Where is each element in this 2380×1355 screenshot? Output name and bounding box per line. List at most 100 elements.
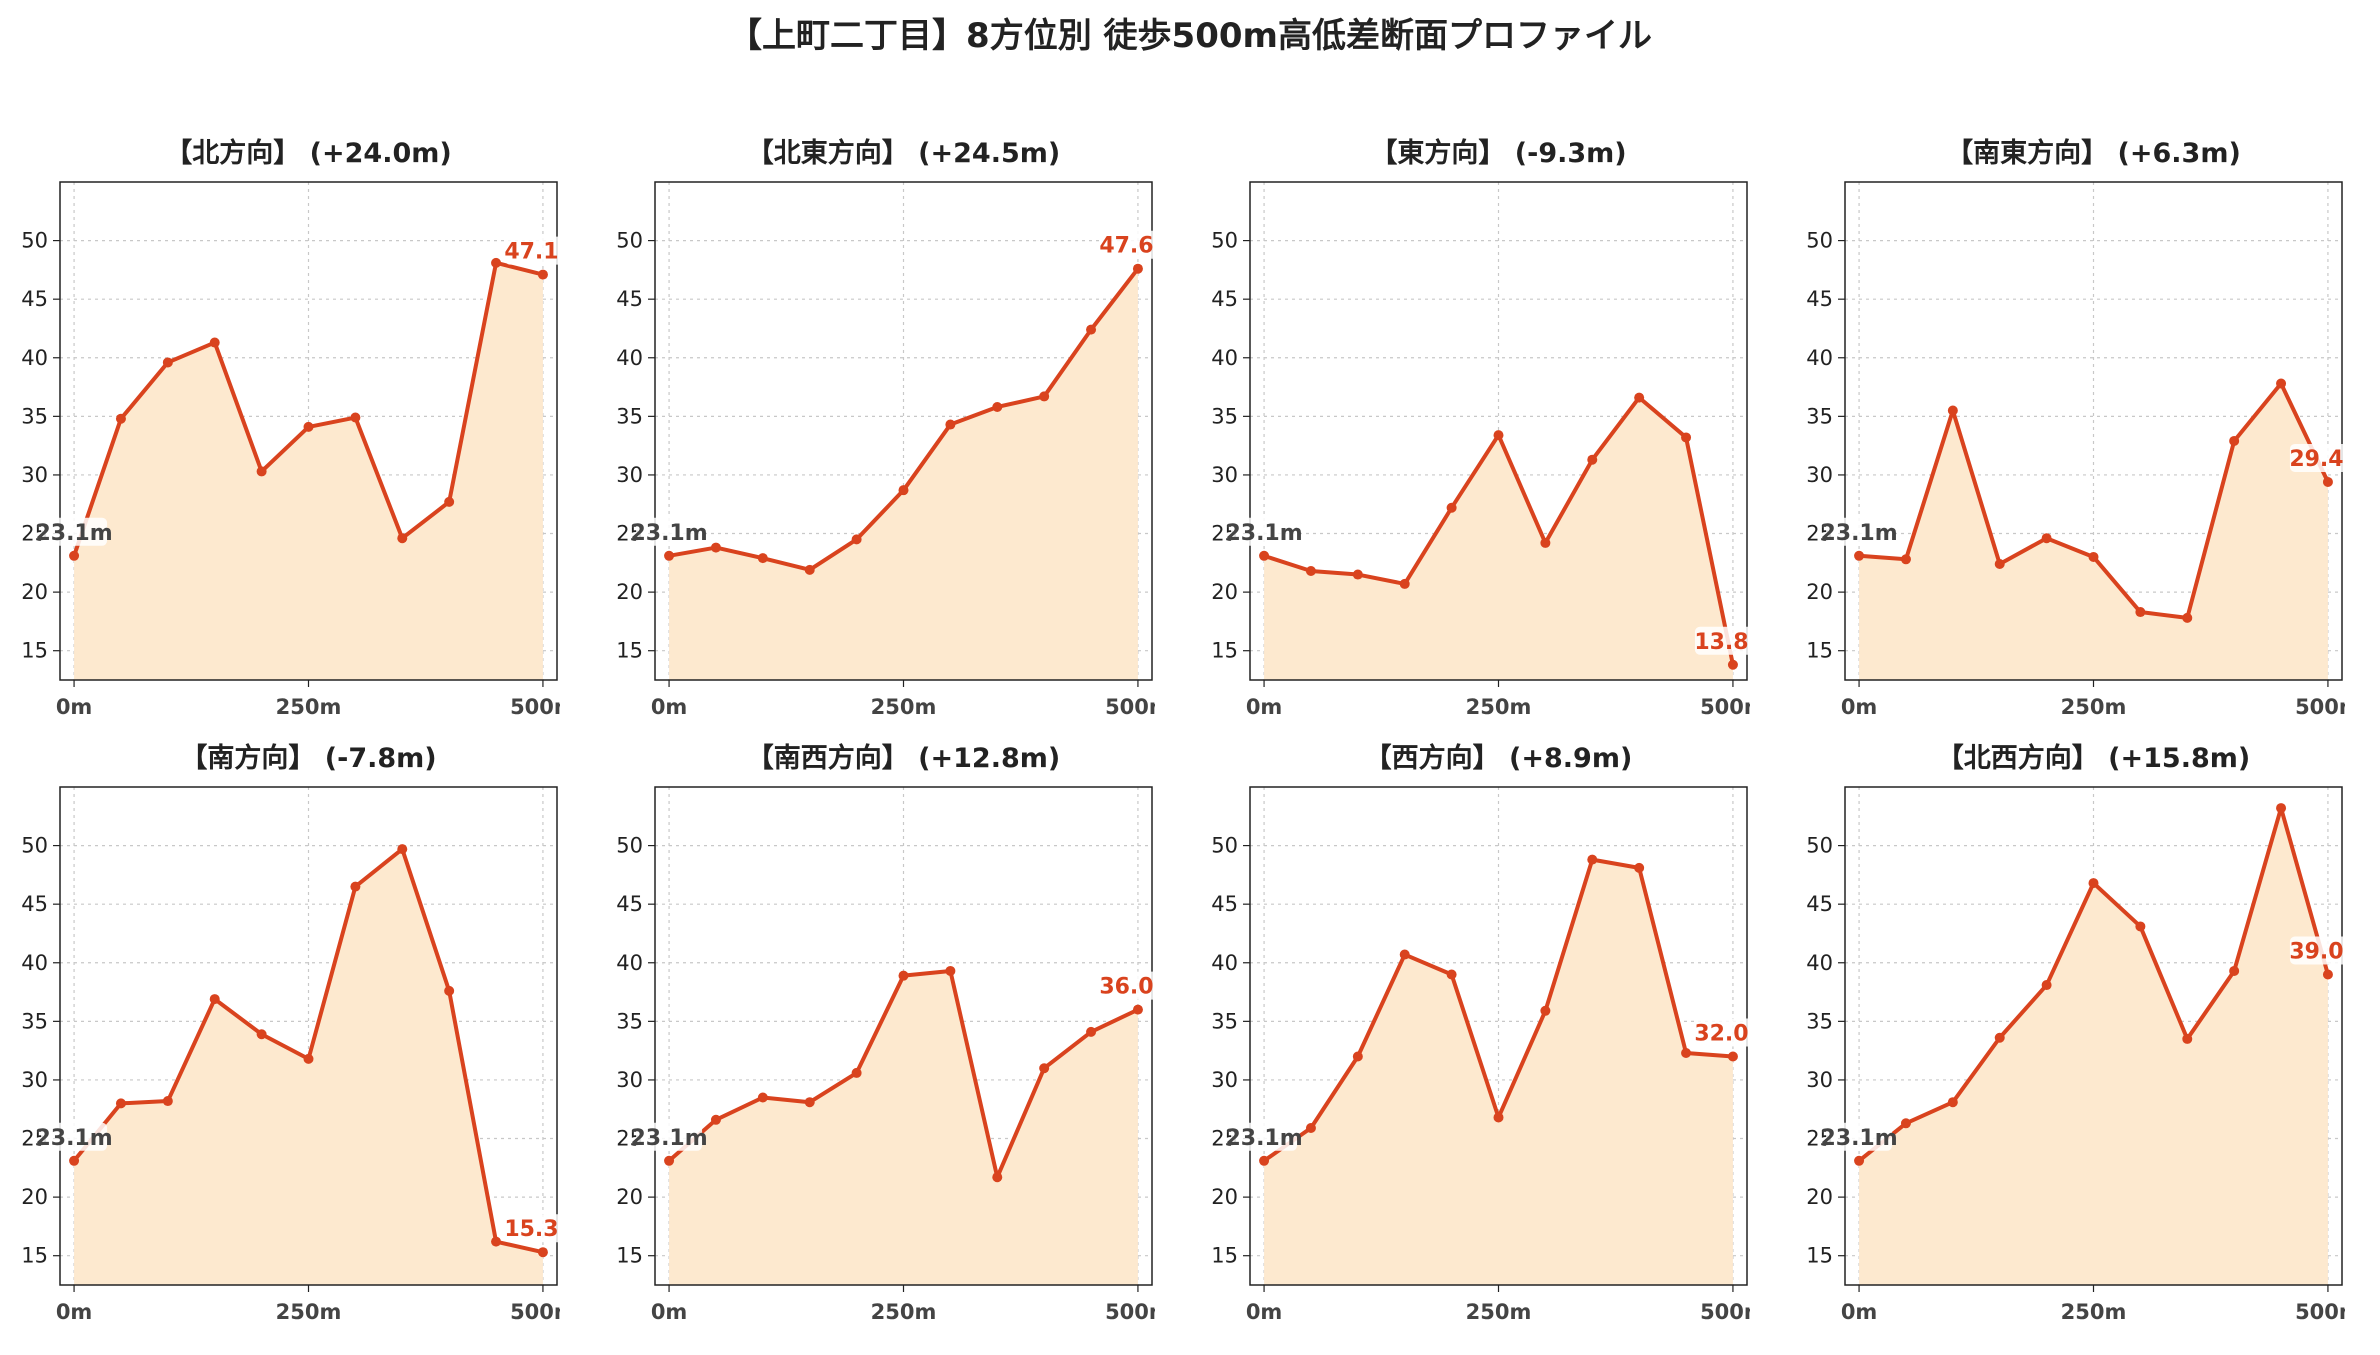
end-label-box [2289,443,2345,472]
axes-frame [59,181,558,681]
elevation-point [757,553,768,564]
y-tick-label: 30 [1806,463,1833,487]
end-label-box [1694,626,1750,655]
elevation-point [2088,551,2099,562]
start-elevation-label: 23.1m [1225,1126,1302,1151]
panel-title: 【北東方向】 (+24.5m) [747,137,1060,169]
y-tick-label: 15 [21,1244,48,1268]
start-elevation-label: 23.1m [630,521,707,546]
elevation-point [2276,803,2287,814]
elevation-point [2229,965,2240,976]
elevation-point [397,533,408,544]
y-tick-label: 45 [1211,287,1238,311]
x-tick-label: 0m [56,695,93,719]
y-tick-label: 15 [1806,1244,1833,1268]
elevation-point [537,269,548,280]
start-label-box [1231,517,1298,546]
elevation-point [350,412,361,423]
x-tick-label: 500m [2295,695,2345,719]
end-elevation-label: 47.1m [504,240,560,265]
y-tick-label: 35 [616,404,643,428]
axes-frame [654,786,1153,1286]
x-tick-label: 250m [871,1300,937,1324]
panel-title: 【南東方向】 (+6.3m) [1946,137,2241,169]
panel-title: 【南西方向】 (+12.8m) [747,742,1060,774]
y-tick-label: 45 [1211,892,1238,916]
elevation-point [491,257,502,268]
x-tick-label: 500m [1700,695,1750,719]
elevation-point [209,337,220,348]
elevation-point [1994,558,2005,569]
start-elevation-label: 23.1m [1225,521,1302,546]
y-tick-label: 40 [21,951,48,975]
elevation-point [1493,430,1504,441]
y-tick-label: 20 [1806,1185,1833,1209]
end-elevation-label: 15.3m [504,1217,560,1242]
elevation-point [1900,1118,1911,1129]
elevation-point [1947,1097,1958,1108]
y-tick-label: 45 [616,892,643,916]
end-label-box [1099,230,1155,259]
x-tick-label: 250m [2061,1300,2127,1324]
elevation-point [1039,1063,1050,1074]
elevation-point [162,357,173,368]
end-elevation-label: 39.0m [2289,939,2345,964]
start-label-box [636,517,703,546]
elevation-point [1540,537,1551,548]
y-tick-label: 45 [1806,287,1833,311]
elevation-point [1352,569,1363,580]
elevation-point [2041,980,2052,991]
elevation-point [2135,607,2146,618]
elevation-area [669,268,1138,680]
elevation-point [992,1172,1003,1183]
y-tick-label: 45 [1806,892,1833,916]
y-tick-label: 40 [1211,951,1238,975]
elevation-point [209,994,220,1005]
elevation-point [1727,1051,1738,1062]
end-elevation-label: 13.8m [1694,630,1750,655]
end-label-box [504,1214,560,1243]
elevation-point [1399,578,1410,589]
elevation-point [1086,1026,1097,1037]
y-tick-label: 50 [1806,229,1833,253]
x-tick-label: 500m [510,1300,560,1324]
elevation-point [537,1247,548,1258]
y-tick-label: 20 [1211,580,1238,604]
x-tick-label: 0m [651,695,688,719]
elevation-area [1264,859,1733,1285]
y-tick-label: 15 [21,639,48,663]
y-tick-label: 15 [616,639,643,663]
elevation-point [1039,391,1050,402]
y-tick-label: 45 [616,287,643,311]
x-tick-label: 500m [1105,1300,1155,1324]
elevation-point [1727,659,1738,670]
panel-title: 【西方向】 (+8.9m) [1365,742,1633,774]
elevation-point [256,466,267,477]
elevation-point [1634,392,1645,403]
x-tick-label: 250m [2061,695,2127,719]
elevation-point [2135,921,2146,932]
profile-chart: 【西方向】 (+8.9m)15202530354045500m250m500m2… [1211,742,1750,1324]
panel-title: 【北西方向】 (+15.8m) [1937,742,2250,774]
y-tick-label: 15 [1211,639,1238,663]
y-tick-label: 30 [21,463,48,487]
elevation-point [1132,1004,1143,1015]
x-tick-label: 500m [2295,1300,2345,1324]
elevation-point [1540,1005,1551,1016]
y-tick-label: 30 [616,463,643,487]
elevation-point [1132,263,1143,274]
elevation-point [757,1092,768,1103]
elevation-point [2088,878,2099,889]
elevation-point [444,985,455,996]
y-tick-label: 40 [1806,951,1833,975]
x-tick-label: 0m [1841,695,1878,719]
elevation-point [1587,854,1598,865]
y-tick-label: 50 [1211,229,1238,253]
elevation-point [1259,550,1270,561]
y-tick-label: 20 [21,580,48,604]
panel-title: 【南方向】 (-7.8m) [180,742,436,774]
elevation-point [664,550,675,561]
elevation-point [1352,1051,1363,1062]
